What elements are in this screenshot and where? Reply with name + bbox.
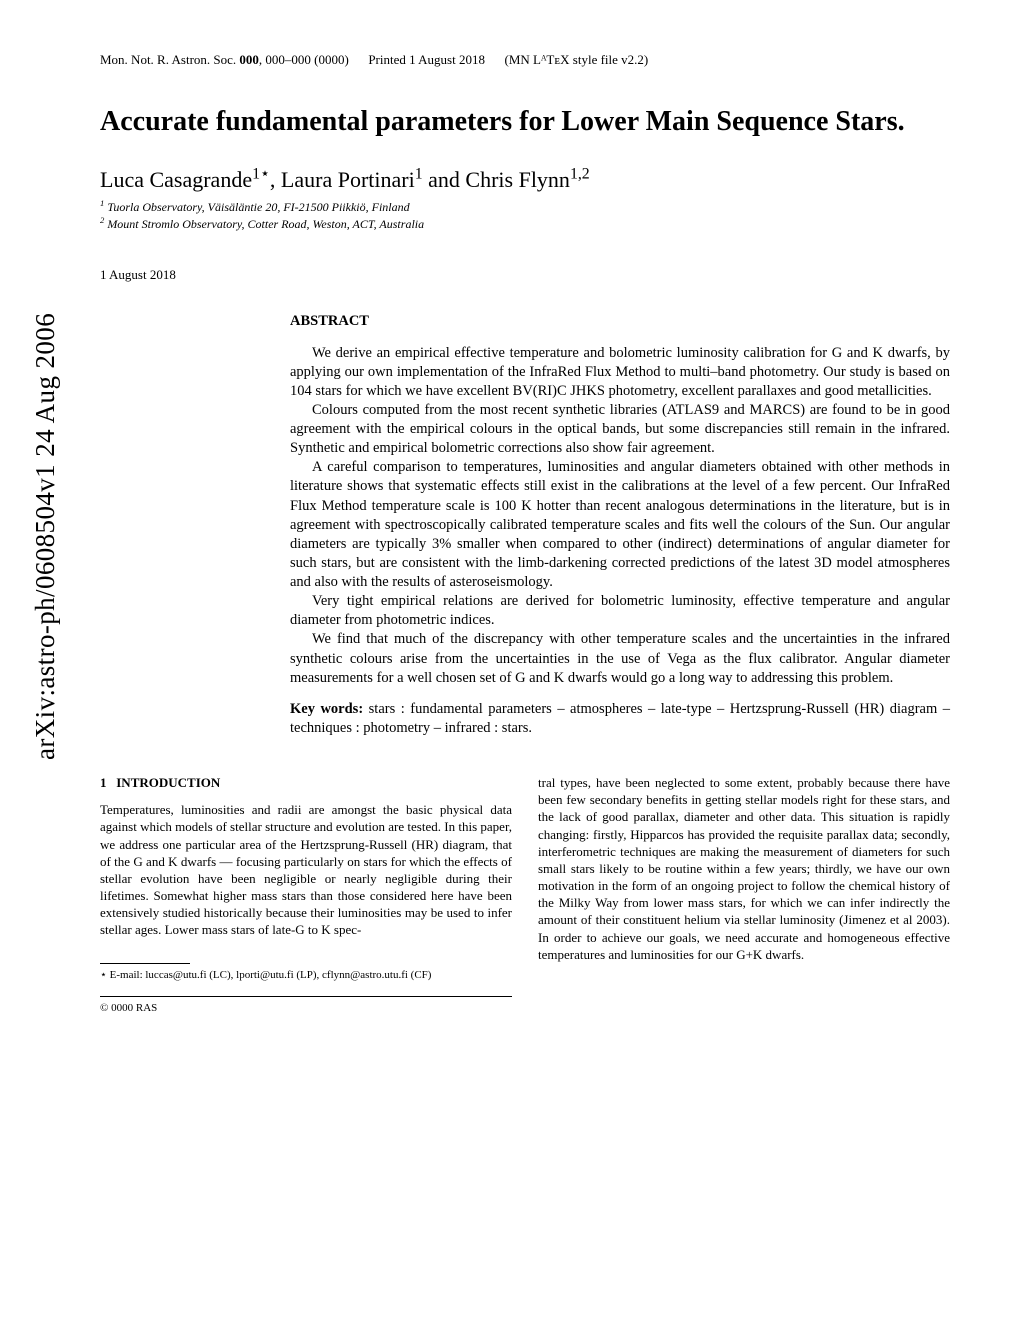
author-2-sup: 1 xyxy=(415,166,423,183)
year: (0000) xyxy=(314,52,349,67)
abstract-body: We derive an empirical effective tempera… xyxy=(290,344,950,688)
volume: 000 xyxy=(239,52,259,67)
author-2: , Laura Portinari xyxy=(270,167,415,192)
page-range: 000–000 xyxy=(265,52,311,67)
section-title: INTRODUCTION xyxy=(116,775,220,790)
author-1: Luca Casagrande xyxy=(100,167,252,192)
paper-title: Accurate fundamental parameters for Lowe… xyxy=(100,104,950,139)
abstract-p3: A careful comparison to temperatures, lu… xyxy=(290,458,950,592)
printed-date: Printed 1 August 2018 xyxy=(368,52,485,67)
author-footnote: ⋆ E-mail: luccas@utu.fi (LC), lporti@utu… xyxy=(100,968,512,983)
abstract-p1: We derive an empirical effective tempera… xyxy=(290,344,950,401)
abstract-p5: We find that much of the discrepancy wit… xyxy=(290,630,950,687)
author-1-sup: 1⋆ xyxy=(252,166,270,183)
author-3-sup: 1,2 xyxy=(570,166,590,183)
copyright: © 0000 RAS xyxy=(100,1001,512,1016)
intro-text-right: tral types, have been neglected to some … xyxy=(538,774,950,963)
style-file: (MN LᴬTᴇX style file v2.2) xyxy=(504,52,648,67)
journal-name: Mon. Not. R. Astron. Soc. xyxy=(100,52,236,67)
keywords: Key words: stars : fundamental parameter… xyxy=(290,700,950,738)
section-number: 1 xyxy=(100,775,107,790)
keywords-text: stars : fundamental parameters – atmosph… xyxy=(290,701,950,736)
intro-text-left: Temperatures, luminosities and radii are… xyxy=(100,801,512,938)
column-left: 1 INTRODUCTION Temperatures, luminositie… xyxy=(100,774,512,1016)
keywords-label: Key words: xyxy=(290,701,363,717)
abstract-p4: Very tight empirical relations are deriv… xyxy=(290,592,950,630)
copyright-rule xyxy=(100,996,512,997)
section-1-heading: 1 INTRODUCTION xyxy=(100,774,512,791)
affiliation-1: Tuorla Observatory, Väisäläntie 20, FI-2… xyxy=(107,200,409,214)
author-list: Luca Casagrande1⋆, Laura Portinari1 and … xyxy=(100,167,950,193)
author-3: and Chris Flynn xyxy=(423,167,570,192)
affiliation-2: Mount Stromlo Observatory, Cotter Road, … xyxy=(107,217,424,231)
footnote-rule xyxy=(100,963,190,964)
manuscript-date: 1 August 2018 xyxy=(100,267,950,283)
running-header: Mon. Not. R. Astron. Soc. 000, 000–000 (… xyxy=(100,52,950,68)
column-right: tral types, have been neglected to some … xyxy=(538,774,950,1016)
abstract-p2: Colours computed from the most recent sy… xyxy=(290,401,950,458)
abstract-heading: ABSTRACT xyxy=(290,313,950,330)
affiliations: 1 Tuorla Observatory, Väisäläntie 20, FI… xyxy=(100,199,950,233)
